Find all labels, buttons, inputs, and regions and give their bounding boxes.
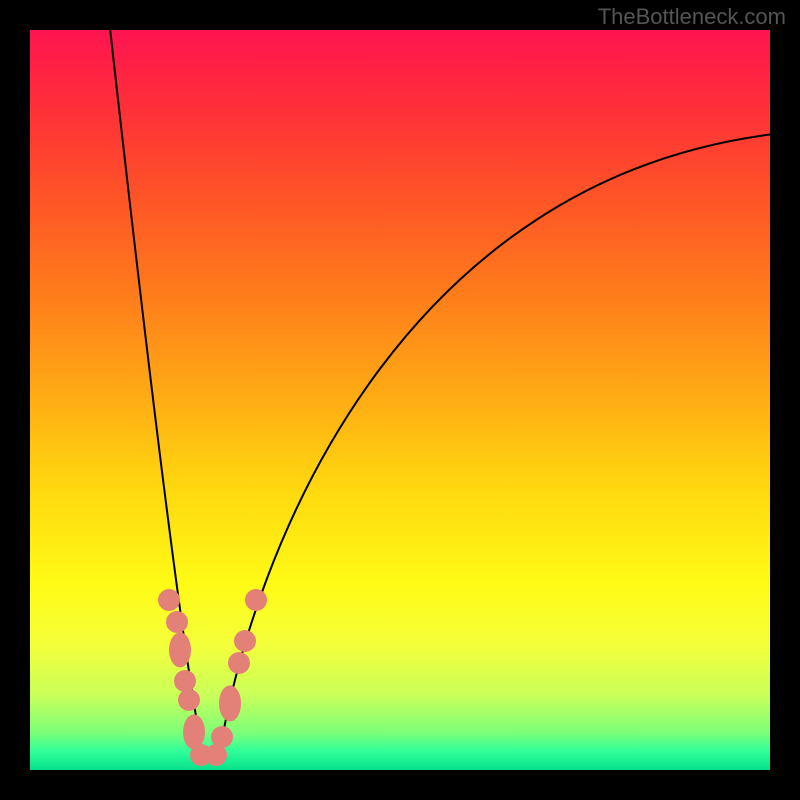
data-marker	[228, 652, 250, 674]
watermark-text: TheBottleneck.com	[598, 4, 786, 30]
chart-frame	[0, 0, 800, 800]
plot-svg	[30, 30, 770, 770]
plot-area	[30, 30, 770, 770]
data-marker	[211, 726, 233, 748]
data-marker	[166, 611, 188, 633]
data-marker	[158, 589, 180, 611]
curve-right	[219, 134, 770, 759]
data-marker	[245, 589, 267, 611]
data-marker	[178, 689, 200, 711]
data-marker	[234, 630, 256, 652]
data-marker	[169, 633, 191, 668]
data-marker	[219, 686, 241, 721]
